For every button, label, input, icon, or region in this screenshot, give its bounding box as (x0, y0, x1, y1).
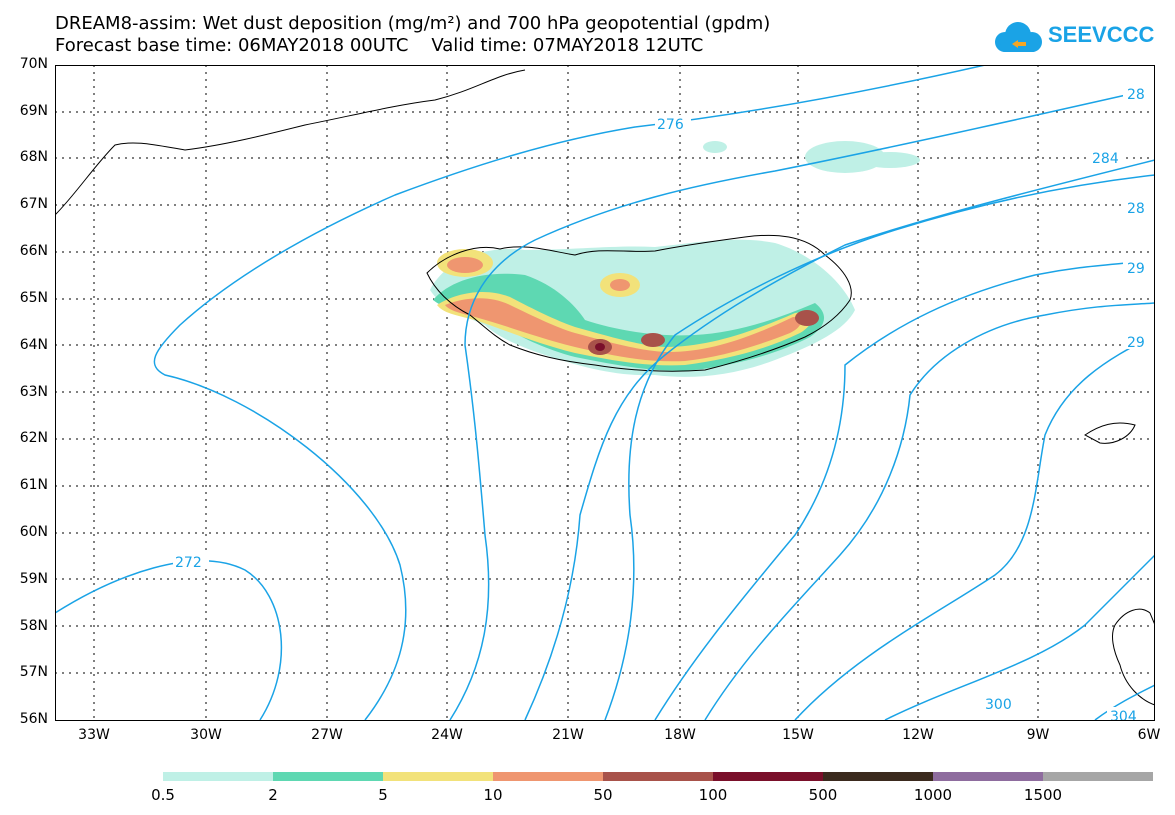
lat-label: 69N (19, 103, 48, 119)
contour-label: 304 (1110, 709, 1137, 725)
lon-label: 33W (78, 727, 110, 743)
colorbar-label: 50 (593, 786, 613, 804)
colorbar-segment (493, 772, 603, 781)
lon-label: 15W (782, 727, 814, 743)
lat-label: 58N (19, 618, 48, 634)
lon-label: 27W (311, 727, 343, 743)
lat-label: 65N (19, 290, 48, 306)
map-plot: 276 28 284 28 29 29 272 300 304 (55, 65, 1155, 725)
logo-text: SEEVCCC (1048, 22, 1155, 47)
contour-label: 29 (1127, 261, 1145, 277)
colorbar-label: 1000 (913, 786, 953, 804)
geopotential-contours (55, 65, 1155, 721)
lat-label: 68N (19, 149, 48, 165)
colorbar-segment (273, 772, 383, 781)
lat-label: 56N (19, 711, 48, 727)
map-frame (55, 65, 1155, 721)
grid-lines (55, 65, 1155, 720)
contour-label: 284 (1092, 151, 1119, 167)
contour-label: 28 (1127, 201, 1145, 217)
colorbar-label: 2 (268, 786, 278, 804)
lon-label: 24W (431, 727, 463, 743)
lat-label: 59N (19, 571, 48, 587)
colorbar-segment (713, 772, 823, 781)
contour-label: 276 (657, 117, 684, 133)
lon-label: 9W (1026, 727, 1050, 743)
contour-label: 300 (985, 697, 1012, 713)
lat-label: 60N (19, 524, 48, 540)
colorbar-label: 0.5 (151, 786, 175, 804)
colorbar-segment (163, 772, 273, 781)
lon-label: 12W (902, 727, 934, 743)
lat-label: 63N (19, 384, 48, 400)
forecast-time-subtitle: Forecast base time: 06MAY2018 00UTC Vali… (55, 35, 704, 56)
colorbar-label: 500 (808, 786, 838, 804)
lat-label: 62N (19, 430, 48, 446)
colorbar-segment (1043, 772, 1153, 781)
colorbar-label: 5 (378, 786, 388, 804)
lon-label: 30W (190, 727, 222, 743)
colorbar-segment (603, 772, 713, 781)
lat-label: 61N (19, 477, 48, 493)
lat-label: 67N (19, 196, 48, 212)
lat-label: 70N (19, 56, 48, 72)
colorbar-segment (823, 772, 933, 781)
map-title: DREAM8-assim: Wet dust deposition (mg/m²… (55, 13, 771, 34)
colorbar-segment (383, 772, 493, 781)
contour-label: 28 (1127, 87, 1145, 103)
lon-label: 21W (552, 727, 584, 743)
dust-deposition-shading (430, 141, 920, 377)
colorbar-label: 10 (483, 786, 503, 804)
contour-label: 272 (175, 555, 202, 571)
lon-label: 18W (664, 727, 696, 743)
lon-label: 6W (1137, 727, 1161, 743)
colorbar-segment (933, 772, 1043, 781)
contour-label: 29 (1127, 335, 1145, 351)
colorbar-label: 1500 (1023, 786, 1063, 804)
colorbar-label: 100 (698, 786, 728, 804)
lat-label: 66N (19, 243, 48, 259)
lat-label: 64N (19, 337, 48, 353)
lat-label: 57N (19, 664, 48, 680)
coastlines (55, 69, 1155, 706)
cloud-logo-icon (995, 22, 1042, 52)
